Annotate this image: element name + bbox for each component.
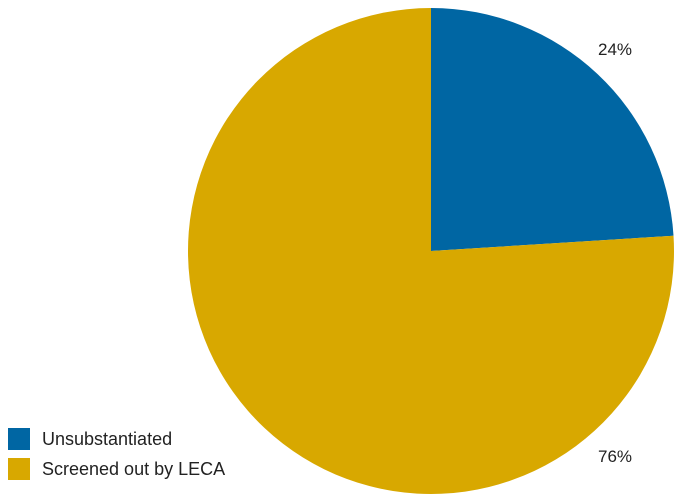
pie-slice-unsubstantiated [431,8,674,251]
legend-swatch-screened-out [8,458,30,480]
legend-swatch-unsubstantiated [8,428,30,450]
pie-label-screened-out-by-leca: 76% [598,447,632,466]
pie-slices [187,8,675,494]
legend-label-screened-out: Screened out by LECA [42,458,226,479]
pie-slice-screened-out-by-leca [187,8,675,494]
legend-item-unsubstantiated: Unsubstantiated [8,428,225,450]
pie-labels: 24% 76% [598,40,632,466]
legend-item-screened-out: Screened out by LECA [8,458,225,480]
legend-label-unsubstantiated: Unsubstantiated [42,428,173,449]
legend: Unsubstantiated Screened out by LECA [8,428,225,488]
pie-label-unsubstantiated: 24% [598,40,632,59]
